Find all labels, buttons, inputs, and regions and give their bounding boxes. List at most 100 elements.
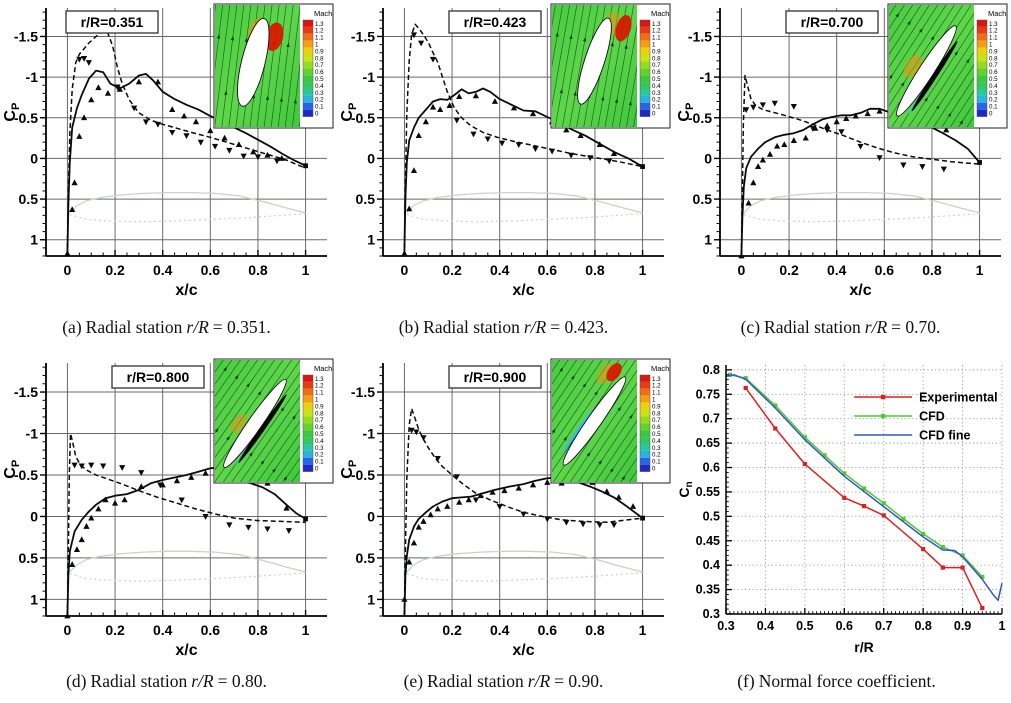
caption-a-label: (a)	[62, 317, 82, 337]
svg-text:0.6: 0.6	[989, 69, 998, 76]
caption-b-label: (b)	[398, 317, 420, 337]
svg-text:0.5: 0.5	[652, 431, 661, 438]
caption-d-label: (d)	[66, 671, 87, 691]
svg-text:0.5: 0.5	[356, 550, 376, 566]
svg-text:CP: CP	[339, 460, 359, 479]
caption-f: (f) Normal force coefficient.	[674, 660, 1011, 703]
caption-c: (c) Radial station r/R = 0.70.	[674, 300, 1011, 355]
svg-text:1: 1	[367, 232, 375, 248]
svg-text:0.3: 0.3	[989, 90, 998, 97]
caption-d: (d) Radial station r/R = 0.80.	[0, 660, 337, 703]
caption-e: (e) Radial station r/R = 0.90.	[337, 660, 674, 703]
svg-text:0.8: 0.8	[315, 410, 324, 417]
svg-text:1.1: 1.1	[989, 35, 998, 42]
svg-text:0.2: 0.2	[779, 262, 799, 278]
svg-text:0.2: 0.2	[105, 262, 125, 278]
svg-text:CP: CP	[339, 103, 359, 122]
svg-text:0.3: 0.3	[652, 445, 661, 452]
svg-text:r/R=0.800: r/R=0.800	[127, 369, 190, 385]
svg-text:0.2: 0.2	[442, 622, 462, 638]
svg-text:0.1: 0.1	[315, 459, 324, 466]
svg-text:CP: CP	[676, 103, 696, 122]
svg-text:-0.5: -0.5	[14, 110, 38, 126]
svg-text:0: 0	[315, 466, 319, 473]
svg-text:0.6: 0.6	[315, 69, 324, 76]
svg-text:0.2: 0.2	[315, 452, 324, 459]
svg-text:0: 0	[401, 262, 409, 278]
caption-f-label: (f)	[737, 671, 755, 691]
svg-text:r/R=0.900: r/R=0.900	[464, 369, 527, 385]
svg-text:r/R=0.700: r/R=0.700	[801, 14, 864, 30]
svg-text:0.9: 0.9	[954, 619, 971, 633]
svg-text:1.3: 1.3	[989, 21, 998, 28]
svg-text:0.9: 0.9	[652, 48, 661, 55]
caption-f-text: Normal force coefficient.	[758, 671, 936, 691]
svg-text:1.3: 1.3	[652, 21, 661, 28]
svg-text:1: 1	[639, 622, 647, 638]
plot-b-pressure-coefficient: 0 0.2 0.4 0.6 0.8 1 -1.5 -1 -0.5 0 0.5 1 x/c CP r/R=0.…	[339, 3, 671, 299]
svg-text:0.9: 0.9	[315, 48, 324, 55]
svg-text:0: 0	[652, 111, 656, 118]
svg-text:1.3: 1.3	[652, 376, 661, 383]
svg-text:0.4: 0.4	[490, 622, 510, 638]
svg-text:1.2: 1.2	[315, 383, 324, 390]
svg-text:0.6: 0.6	[201, 262, 221, 278]
svg-text:1.1: 1.1	[315, 35, 324, 42]
svg-text:0.1: 0.1	[652, 104, 661, 111]
svg-text:0.4: 0.4	[652, 83, 661, 90]
svg-text:0: 0	[64, 262, 72, 278]
svg-text:0.8: 0.8	[585, 262, 605, 278]
svg-text:0.9: 0.9	[989, 48, 998, 55]
svg-text:0.35: 0.35	[696, 583, 720, 597]
svg-text:x/c: x/c	[175, 282, 197, 299]
svg-text:-0.5: -0.5	[351, 110, 375, 126]
svg-text:Mach: Mach	[651, 364, 669, 373]
svg-text:1: 1	[315, 42, 319, 49]
svg-text:0.6: 0.6	[201, 622, 221, 638]
svg-text:-1: -1	[26, 426, 39, 442]
svg-text:0.8: 0.8	[248, 622, 268, 638]
svg-text:0.5: 0.5	[703, 509, 720, 523]
svg-text:1: 1	[302, 262, 310, 278]
plot-a-pressure-coefficient: 0 0.2 0.4 0.6 0.8 1 -1.5 -1 -0.5 0 0.5 1 x/c CP r/R=0.…	[2, 3, 334, 299]
svg-text:-1: -1	[26, 69, 39, 85]
svg-text:0: 0	[367, 508, 375, 524]
svg-text:1: 1	[30, 232, 38, 248]
svg-text:-1.5: -1.5	[688, 28, 712, 44]
svg-text:1.1: 1.1	[315, 390, 324, 397]
svg-text:0.7: 0.7	[315, 62, 324, 69]
plot-e-pressure-coefficient: 0 0.2 0.4 0.6 0.8 1 -1.5 -1 -0.5 0 0.5 1 x/c CP r/R=0.…	[339, 358, 671, 659]
svg-text:-1.5: -1.5	[14, 28, 38, 44]
svg-text:1: 1	[367, 591, 375, 607]
svg-text:1: 1	[989, 42, 993, 49]
svg-text:0.4: 0.4	[490, 262, 510, 278]
svg-text:0: 0	[401, 622, 409, 638]
svg-text:0.3: 0.3	[315, 90, 324, 97]
svg-text:1: 1	[639, 262, 647, 278]
svg-text:0.3: 0.3	[315, 445, 324, 452]
svg-text:0.3: 0.3	[703, 607, 720, 621]
svg-text:0.8: 0.8	[315, 55, 324, 62]
svg-text:0.5: 0.5	[693, 191, 713, 207]
svg-text:1: 1	[30, 591, 38, 607]
plot-c-pressure-coefficient: 0 0.2 0.4 0.6 0.8 1 -1.5 -1 -0.5 0 0.5 1 x/c CP r/R=0.…	[676, 3, 1008, 299]
svg-text:0.4: 0.4	[652, 438, 661, 445]
svg-text:0.2: 0.2	[652, 452, 661, 459]
svg-text:0.75: 0.75	[696, 387, 720, 401]
svg-text:1: 1	[652, 42, 656, 49]
svg-text:1.1: 1.1	[652, 35, 661, 42]
svg-text:0.8: 0.8	[652, 55, 661, 62]
caption-e-math: r/R	[527, 671, 551, 691]
caption-a: (a) Radial station r/R = 0.351.	[0, 300, 337, 355]
svg-text:0: 0	[367, 150, 375, 166]
svg-text:0.8: 0.8	[922, 262, 942, 278]
svg-text:0.9: 0.9	[652, 403, 661, 410]
svg-text:r/R: r/R	[854, 639, 873, 655]
svg-text:-1: -1	[363, 426, 376, 442]
svg-text:0.5: 0.5	[19, 191, 39, 207]
svg-text:0.2: 0.2	[989, 97, 998, 104]
svg-text:0.2: 0.2	[315, 97, 324, 104]
svg-text:0.55: 0.55	[696, 485, 720, 499]
svg-text:0.8: 0.8	[248, 262, 268, 278]
